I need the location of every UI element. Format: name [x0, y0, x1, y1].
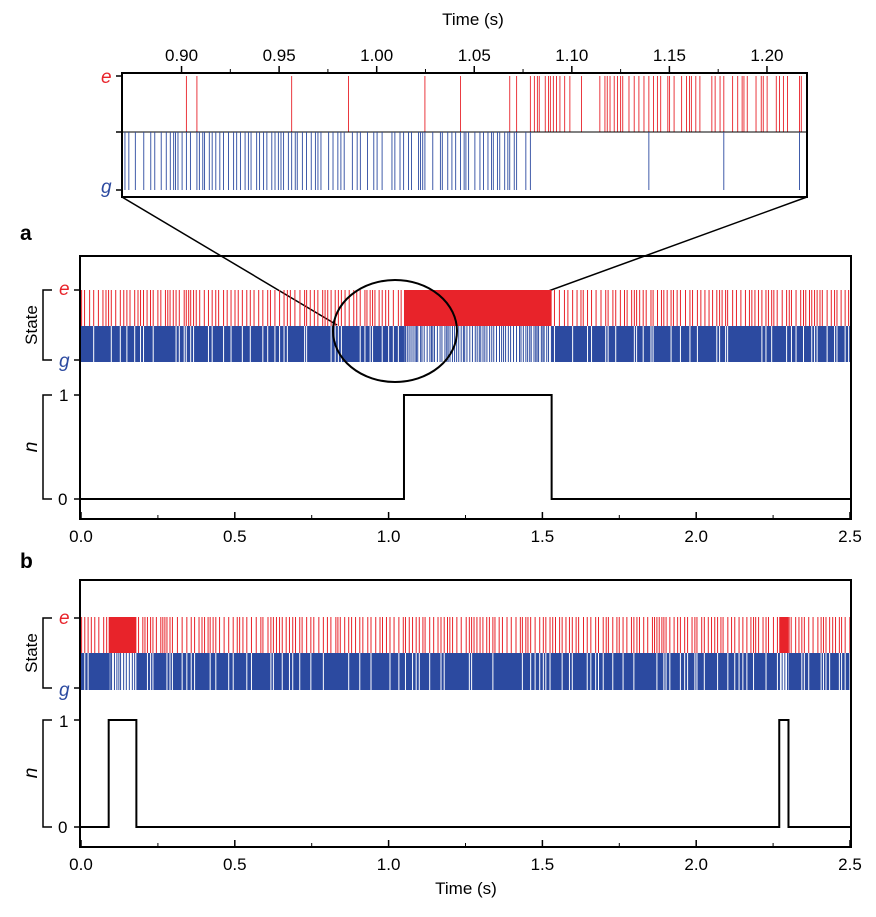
panel-a-g-label: g [59, 351, 70, 372]
panel-b-g-gap-1 [779, 653, 789, 690]
panel-b-g-gap-0 [108, 653, 137, 690]
panel-a-g-trace [81, 326, 850, 362]
panel-a-x-tick-label: 0.0 [69, 527, 93, 546]
panel-b-n-bracket [42, 719, 80, 828]
panel-b-state-bracket [42, 617, 80, 689]
inset-chart: Time (s) 0.90 0.95 1.00 1.05 1.10 1.15 1.20 e … [101, 10, 808, 198]
panel-b-e-block-1 [779, 617, 789, 653]
inset-x-tick-label: 1.05 [458, 46, 491, 65]
panel-b-frame [79, 579, 852, 848]
panel-b-n-zero: 0 [58, 818, 67, 837]
panel-b-x-tick-label: 1.0 [377, 855, 401, 874]
inset-x-tick-label: 0.95 [263, 46, 296, 65]
panel-b-letter: b [20, 550, 33, 573]
panel-a-x-ticks: 0.0 0.5 1.0 1.5 2.0 2.5 [69, 512, 862, 546]
inset-frame [121, 72, 808, 198]
panel-b-x-tick-label: 2.0 [684, 855, 708, 874]
panel-a-n-one: 1 [59, 386, 68, 405]
inset-e-label: e [101, 67, 112, 88]
panel-b-x-axis-title: Time (s) [435, 879, 497, 898]
inset-g-label: g [101, 177, 112, 198]
panel-a-letter: a [20, 222, 32, 245]
panel-a-x-tick-label: 0.5 [223, 527, 247, 546]
panel-b-x-tick-label: 0.5 [223, 855, 247, 874]
panel-a-n-trace [81, 394, 850, 500]
panel-b-x-tick-label: 0.0 [69, 855, 93, 874]
panel-a-x-tick-label: 2.5 [838, 527, 862, 546]
panel-a-state-bracket [42, 289, 80, 361]
panel-b-n-one: 1 [59, 712, 68, 731]
panel-a-e-label: e [59, 279, 70, 300]
panel-a-x-tick-label: 2.0 [684, 527, 708, 546]
inset-e-trace [123, 76, 806, 133]
panel-b-n-label: n [21, 768, 42, 779]
panel-a-x-tick-label: 1.5 [531, 527, 555, 546]
inset-x-tick-label: 1.20 [750, 46, 783, 65]
inset-x-tick-label: 1.15 [653, 46, 686, 65]
panel-b-e-trace [81, 617, 851, 653]
panel-b-e-block-0 [108, 617, 137, 653]
inset-g-trace [124, 132, 800, 190]
inset-x-tick-label: 0.90 [165, 46, 198, 65]
panel-b-e-label: e [59, 608, 70, 629]
panel-b-n-trace [81, 719, 850, 828]
inset-x-axis-title: Time (s) [442, 10, 504, 29]
panel-a-g-gap-0 [403, 326, 552, 362]
panel-a: a 0.0 0.5 1.0 1.5 2.0 2.5 State e g n 1 0 [20, 222, 862, 546]
panel-b-state-label: State [22, 633, 41, 673]
panel-b: b 0.0 0.5 1.0 1.5 2.0 2.5 State e g n 1 0 Tim… [20, 550, 862, 898]
panel-b-g-trace [81, 653, 851, 690]
panel-a-x-tick-label: 1.0 [377, 527, 401, 546]
panel-a-n-bracket [42, 394, 80, 500]
panel-a-e-block-0 [403, 290, 552, 326]
panel-b-g-label: g [59, 680, 70, 701]
inset-x-ticks: 0.90 0.95 1.00 1.05 1.10 1.15 1.20 [165, 46, 784, 73]
panel-b-x-tick-label: 2.5 [838, 855, 862, 874]
panel-a-n-label: n [21, 442, 42, 453]
panel-a-e-trace [81, 290, 850, 326]
inset-x-tick-label: 1.00 [360, 46, 393, 65]
inset-x-tick-label: 1.10 [555, 46, 588, 65]
panel-a-n-zero: 0 [58, 490, 67, 509]
zoom-connector-left [121, 196, 338, 326]
panel-b-x-ticks: 0.0 0.5 1.0 1.5 2.0 2.5 [69, 840, 862, 874]
panel-a-state-label: State [22, 305, 41, 345]
zoom-ellipse [332, 279, 458, 383]
panel-b-g-band [81, 653, 850, 690]
panel-b-x-tick-label: 1.5 [531, 855, 555, 874]
